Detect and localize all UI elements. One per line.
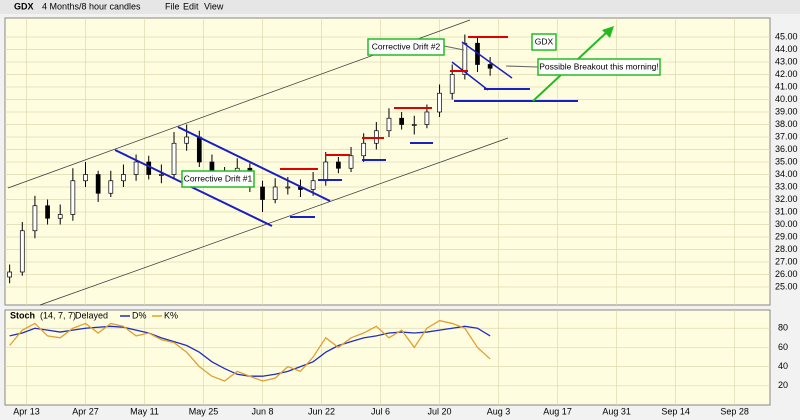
x-tick-label: Aug 17 (543, 406, 572, 416)
y-tick-label: 42.00 (775, 69, 798, 79)
y-tick-label: 27.00 (775, 256, 798, 266)
x-tick-label: Jun 22 (308, 406, 335, 416)
x-tick-label: Sep 14 (661, 406, 690, 416)
y-tick-label: 20 (778, 380, 788, 390)
stoch-line (9, 319, 491, 382)
annotation-box (537, 58, 661, 76)
y-tick-label: 26.00 (775, 269, 798, 279)
stoch-title: Stoch (10, 310, 35, 320)
x-tick-label: Jul 6 (371, 406, 390, 416)
candle-body (108, 180, 114, 194)
y-tick-label: 28.00 (775, 244, 798, 254)
menu[interactable]: View (204, 1, 224, 11)
x-tick-label: Jul 20 (428, 406, 452, 416)
candle-body (386, 117, 392, 132)
trend-line (451, 61, 489, 91)
candle-body (146, 161, 152, 175)
annotation: Corrective Drift #1 (184, 173, 253, 183)
candle-body (285, 186, 291, 189)
y-tick-label: 60 (778, 342, 788, 352)
menu[interactable]: Edit (183, 1, 199, 11)
candle-body (348, 155, 354, 169)
y-tick-label: 40 (778, 361, 788, 371)
annotation-box (531, 33, 557, 51)
candle-body (121, 174, 126, 182)
x-tick-label: Sep 28 (720, 406, 749, 416)
candle-body (7, 271, 12, 278)
candle-body (424, 111, 430, 125)
annotation-box (367, 38, 445, 56)
legend-label: K% (164, 310, 178, 320)
y-tick-label: 43.00 (775, 56, 798, 66)
menu[interactable]: File (165, 1, 180, 11)
y-tick-label: 29.00 (775, 231, 798, 241)
y-tick-label: 31.00 (775, 206, 798, 216)
channel-line (39, 137, 509, 306)
toolbar (0, 0, 800, 14)
candle-body (196, 136, 202, 163)
x-tick-label: Apr 27 (72, 406, 99, 416)
legend-label: D% (132, 310, 147, 320)
candle-body (32, 205, 38, 232)
trend-line (177, 126, 331, 202)
stoch-mode: Delayed (75, 310, 108, 320)
candle-body (323, 161, 329, 182)
candle-body (133, 161, 139, 175)
candle-body (45, 205, 50, 219)
candle-body (260, 186, 265, 200)
y-tick-label: 37.00 (775, 131, 798, 141)
interval[interactable]: 4 Months/8 hour candles (42, 1, 141, 11)
x-tick-label: Aug 3 (487, 406, 511, 416)
candle-body (487, 64, 493, 69)
x-tick-label: Apr 13 (13, 406, 40, 416)
x-tick-label: May 25 (189, 406, 219, 416)
y-tick-label: 34.00 (775, 169, 798, 179)
stoch-panel (4, 309, 771, 406)
candle-body (70, 180, 76, 215)
x-tick-label: Aug 31 (602, 406, 631, 416)
candle-body (95, 174, 101, 194)
y-tick-label: 36.00 (775, 144, 798, 154)
y-tick-label: 80 (778, 323, 788, 333)
annotation: GDX (535, 36, 554, 46)
y-tick-label: 32.00 (775, 194, 798, 204)
candle-body (411, 124, 417, 126)
trend-line (461, 41, 513, 79)
x-tick-label: May 11 (130, 406, 159, 416)
trend-line (114, 149, 273, 227)
y-tick-label: 44.00 (775, 44, 798, 54)
y-tick-label: 39.00 (775, 106, 798, 116)
candle-body (83, 174, 88, 182)
candle-body (19, 230, 25, 273)
y-tick-label: 41.00 (775, 81, 798, 91)
candle-body (399, 117, 404, 125)
y-tick-label: 33.00 (775, 181, 798, 191)
x-tick-label: Jun 8 (252, 406, 274, 416)
y-tick-label: 35.00 (775, 156, 798, 166)
candle-body (159, 174, 164, 176)
candle-body (310, 180, 316, 190)
annotation: Possible Breakout this morning! (539, 61, 659, 71)
candle-body (171, 142, 177, 175)
candle-body (361, 142, 367, 157)
symbol[interactable]: GDX (14, 1, 34, 11)
y-tick-label: 40.00 (775, 94, 798, 104)
candle-body (57, 214, 63, 219)
candle-body (449, 74, 455, 94)
y-tick-label: 30.00 (775, 219, 798, 229)
y-tick-label: 38.00 (775, 119, 798, 129)
candle-body (336, 161, 341, 169)
annotation: Corrective Drift #2 (372, 41, 441, 51)
candle-body (437, 92, 442, 113)
y-tick-label: 45.00 (775, 31, 798, 41)
candle-body (462, 42, 468, 75)
y-tick-label: 25.00 (775, 281, 798, 291)
candle-body (272, 186, 278, 200)
annotation-box (181, 170, 255, 188)
candle-body (184, 136, 190, 144)
stoch-params: (14, 7, 7) (40, 310, 76, 320)
